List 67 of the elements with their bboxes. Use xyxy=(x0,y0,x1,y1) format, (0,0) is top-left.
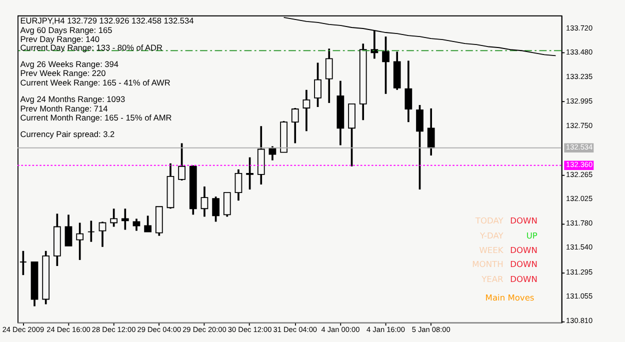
annotation: Current Month Range: 165 - 15% of AMR xyxy=(20,112,172,122)
annotation: Avg 24 Months Range: 1093 xyxy=(20,94,126,104)
candlestick xyxy=(314,62,322,108)
x-tick-label: 24 Dec 2009 xyxy=(2,325,44,334)
x-tick-label: 29 Dec 20:00 xyxy=(182,325,226,334)
annotation: Currency Pair spread: 3.2 xyxy=(20,129,116,140)
annotation: DOWN xyxy=(510,274,538,284)
annotation: DOWN xyxy=(510,216,538,226)
annotation: UP xyxy=(526,230,538,240)
candlestick xyxy=(268,145,276,162)
annotation: Avg 26 Weeks Range: 394 xyxy=(20,59,119,70)
candlestick xyxy=(234,168,242,202)
candlestick xyxy=(144,214,152,233)
chart-title: EURJPY,H4 132.729 132.926 132.458 132.534 xyxy=(20,16,194,26)
annotation: Y-DAY xyxy=(478,230,504,240)
annotation: DOWN xyxy=(510,245,538,256)
annotation: MONTH xyxy=(472,259,504,270)
candlestick xyxy=(87,220,95,243)
x-tick-label: 30 Dec 12:00 xyxy=(228,325,272,334)
y-tick-label: 133.480 xyxy=(566,47,593,56)
candlestick xyxy=(416,104,424,190)
candlestick xyxy=(110,208,118,228)
x-tick-label: 5 Jan 08:00 xyxy=(412,325,450,334)
candlestick xyxy=(64,214,72,247)
candlestick xyxy=(200,186,208,218)
y-tick-label: 131.055 xyxy=(566,292,593,301)
candlestick xyxy=(178,142,186,182)
y-tick-label: 131.780 xyxy=(566,218,593,228)
ref-line-label: 132.534 xyxy=(566,142,593,152)
ref-line-label: 132.360 xyxy=(566,160,593,170)
y-tick-label: 132.995 xyxy=(566,96,593,106)
y-tick-label: 133.235 xyxy=(566,72,593,82)
annotation: Prev Day Range: 140 xyxy=(20,34,100,44)
y-tick-label: 132.025 xyxy=(566,194,593,203)
x-tick-label: 29 Dec 04:00 xyxy=(137,325,182,334)
annotation: YEAR xyxy=(480,274,504,284)
x-tick-label: 31 Dec 04:00 xyxy=(273,325,318,334)
y-tick-label: 132.265 xyxy=(566,170,593,179)
candlestick xyxy=(246,156,254,190)
candlestick xyxy=(98,220,106,248)
annotation: WEEK xyxy=(479,245,504,256)
y-tick-label: 131.540 xyxy=(566,242,593,252)
annotation: Main Moves xyxy=(485,292,534,302)
x-tick-label: 24 Dec 16:00 xyxy=(46,325,90,334)
annotation: Avg 60 Days Range: 165 xyxy=(20,24,113,35)
annotation: DOWN xyxy=(510,259,538,270)
annotation: Prev Month Range: 714 xyxy=(20,103,108,114)
x-tick-label: 4 Jan 00:00 xyxy=(321,325,360,334)
x-tick-label: 28 Dec 12:00 xyxy=(92,325,136,334)
candlestick xyxy=(302,88,310,132)
candlestick xyxy=(121,208,129,231)
candlestick xyxy=(76,222,84,261)
x-tick-label: 4 Jan 16:00 xyxy=(366,325,405,334)
candlestick xyxy=(404,60,412,124)
annotation: Current Week Range: 165 - 41% of AWR xyxy=(20,77,170,88)
y-tick-label: 132.750 xyxy=(566,120,593,130)
candlestick xyxy=(427,107,435,156)
annotation: Prev Week Range: 220 xyxy=(20,68,106,78)
y-tick-label: 130.810 xyxy=(566,316,593,326)
candlestick xyxy=(325,48,333,104)
y-tick-label: 133.720 xyxy=(566,23,593,32)
annotation: TODAY xyxy=(474,216,504,226)
candlestick xyxy=(212,196,220,223)
candlestick xyxy=(382,36,390,95)
candlestick xyxy=(291,107,299,144)
y-tick-label: 131.295 xyxy=(566,267,593,276)
candlestick xyxy=(223,192,231,218)
